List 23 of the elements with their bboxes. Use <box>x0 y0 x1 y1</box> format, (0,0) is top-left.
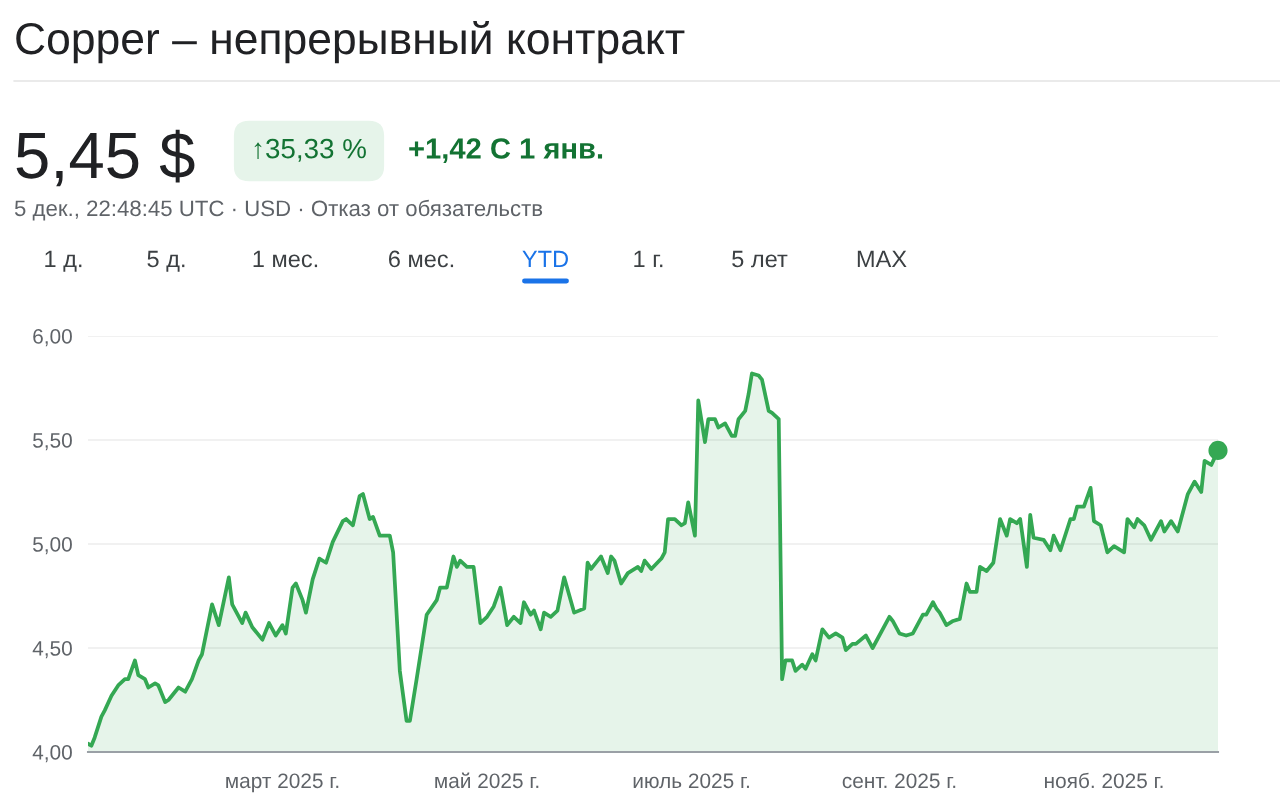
x-tick-label: июль 2025 г. <box>633 773 749 789</box>
x-tick-label: май 2025 г. <box>435 772 539 789</box>
y-tick-label: 4,00 <box>32 745 72 763</box>
text: ↑35,33 % <box>254 138 366 162</box>
text: MAX <box>857 250 907 268</box>
text: YTD <box>522 250 568 268</box>
y-tick-label: 5,50 <box>33 433 72 451</box>
x-tick-label: сент. 2025 г. <box>842 773 956 789</box>
text: 1 д. <box>45 250 82 272</box>
text: 5,45 $ <box>16 129 195 187</box>
text: 1 мес. <box>253 250 318 268</box>
x-tick-label: нояб. 2025 г. <box>1045 772 1163 789</box>
text: +1,42 С 1 янв. <box>409 138 603 164</box>
text: 6 мес. <box>388 250 454 268</box>
y-tick-label: 5,00 <box>33 537 72 555</box>
text: 5 д. <box>147 250 185 272</box>
chart-title: Copper – непрерывный контракт <box>16 21 685 64</box>
x-tick-label: март 2025 г. <box>226 773 339 793</box>
y-tick-label: 6,00 <box>33 329 72 347</box>
text: 5 лет <box>732 250 788 268</box>
chart-subtitle: 5 дек., 22:48:45 UTC · USD · Отказ от обязательств <box>14 199 543 221</box>
y-tick-label: 4,50 <box>32 641 72 659</box>
text: 1 г. <box>634 250 663 268</box>
